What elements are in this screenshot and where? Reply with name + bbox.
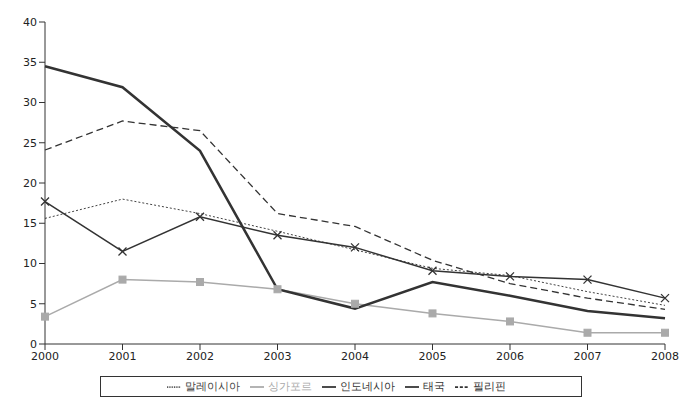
svg-text:2001: 2001 [109,350,137,363]
html-text:싱가포르: 싱가포르 [267,380,312,393]
svg-text:40: 40 [23,16,37,29]
svg-text:10: 10 [23,257,37,270]
svg-text:2002: 2002 [186,350,214,363]
svg-text:2003: 2003 [264,350,292,363]
svg-text:5: 5 [30,298,37,311]
svg-text:30: 30 [23,96,37,109]
svg-text:2004: 2004 [341,350,369,363]
svg-text:2005: 2005 [419,350,447,363]
svg-text:2007: 2007 [574,350,602,363]
html-text:말레이시아: 말레이시아 [184,380,240,393]
svg-text:2000: 2000 [31,350,59,363]
html-text:태국: 태국 [422,380,445,393]
svg-text:0: 0 [30,338,37,351]
svg-text:25: 25 [23,137,37,150]
svg-text:2008: 2008 [651,350,675,363]
svg-text:35: 35 [23,56,37,69]
svg-text:2006: 2006 [496,350,524,363]
html-text:필리핀: 필리핀 [472,380,506,393]
svg-text:15: 15 [23,217,37,230]
svg-text:20: 20 [23,177,37,190]
html-text:인도네시아: 인도네시아 [339,380,395,393]
